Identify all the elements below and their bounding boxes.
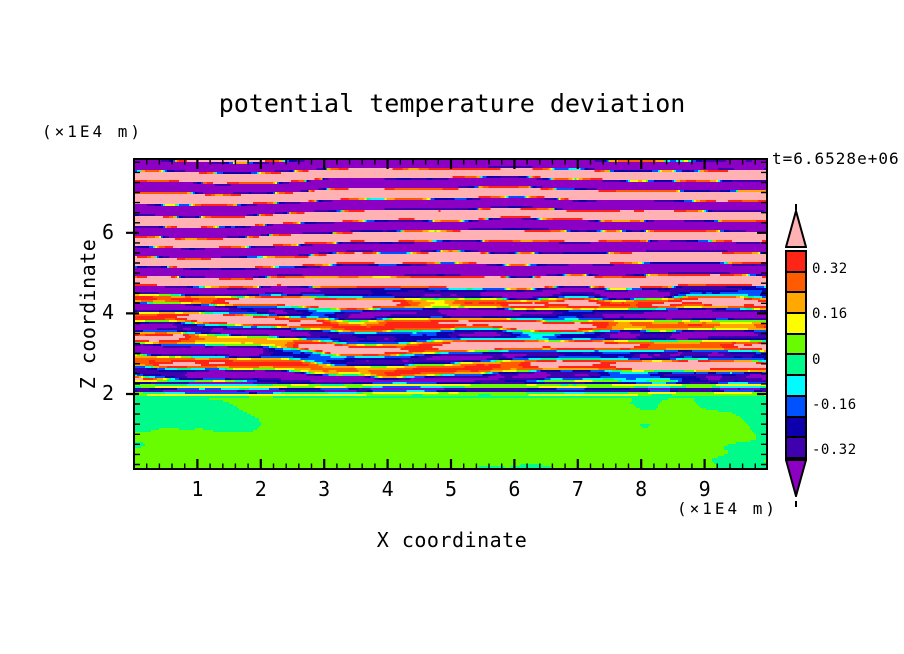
colorbar-swatch-indigo: [785, 436, 807, 459]
colorbar-tick-label: -0.16: [812, 396, 857, 413]
colorbar-underflow-arrow: [784, 458, 808, 500]
colorbar-swatch-orange-red: [785, 270, 807, 294]
y-tick-label: 6: [101, 219, 114, 244]
x-axis-title: X coordinate: [376, 528, 528, 552]
contour-field-canvas: [135, 160, 766, 468]
x-tick-label: 7: [571, 477, 584, 501]
y-tick-label: 4: [101, 300, 114, 325]
timestamp-label: t=6.6528e+06: [772, 149, 900, 168]
colorbar-swatch-red: [785, 250, 807, 273]
x-tick-label: 4: [381, 477, 394, 501]
y-axis-units-label: (×1E4 m): [42, 122, 144, 141]
x-tick-label: 5: [444, 477, 458, 501]
colorbar-tick-label: 0.16: [812, 306, 848, 323]
y-tick-label: 2: [101, 380, 114, 405]
colorbar-swatch-blue: [785, 394, 807, 418]
x-tick-label: 3: [318, 477, 331, 501]
colorbar: [784, 204, 808, 507]
colorbar-swatch-navy: [785, 415, 807, 439]
x-axis-units-label: (×1E4 m): [676, 499, 778, 518]
x-tick-label: 8: [635, 477, 648, 501]
colorbar-swatch-spring-green: [785, 353, 807, 377]
colorbar-swatch-orange: [785, 291, 807, 315]
plot-frame: [133, 158, 768, 470]
colorbar-swatch-cyan: [785, 374, 807, 397]
colorbar-swatch-yellow: [785, 312, 807, 335]
x-tick-label: 2: [254, 477, 267, 501]
colorbar-overflow-arrow: [784, 207, 808, 248]
colorbar-tick-label: 0: [812, 351, 821, 368]
colorbar-top-spike: [795, 204, 797, 210]
x-tick-label: 6: [508, 477, 521, 501]
x-tick-label: 1: [191, 477, 204, 501]
colorbar-tick-label: -0.32: [812, 442, 857, 459]
chart-title: potential temperature deviation: [218, 89, 686, 118]
colorbar-swatch-chartreuse: [785, 332, 807, 356]
colorbar-tick-label: 0.32: [812, 260, 848, 277]
colorbar-bottom-spike: [795, 500, 797, 507]
x-tick-label: 9: [698, 477, 711, 501]
